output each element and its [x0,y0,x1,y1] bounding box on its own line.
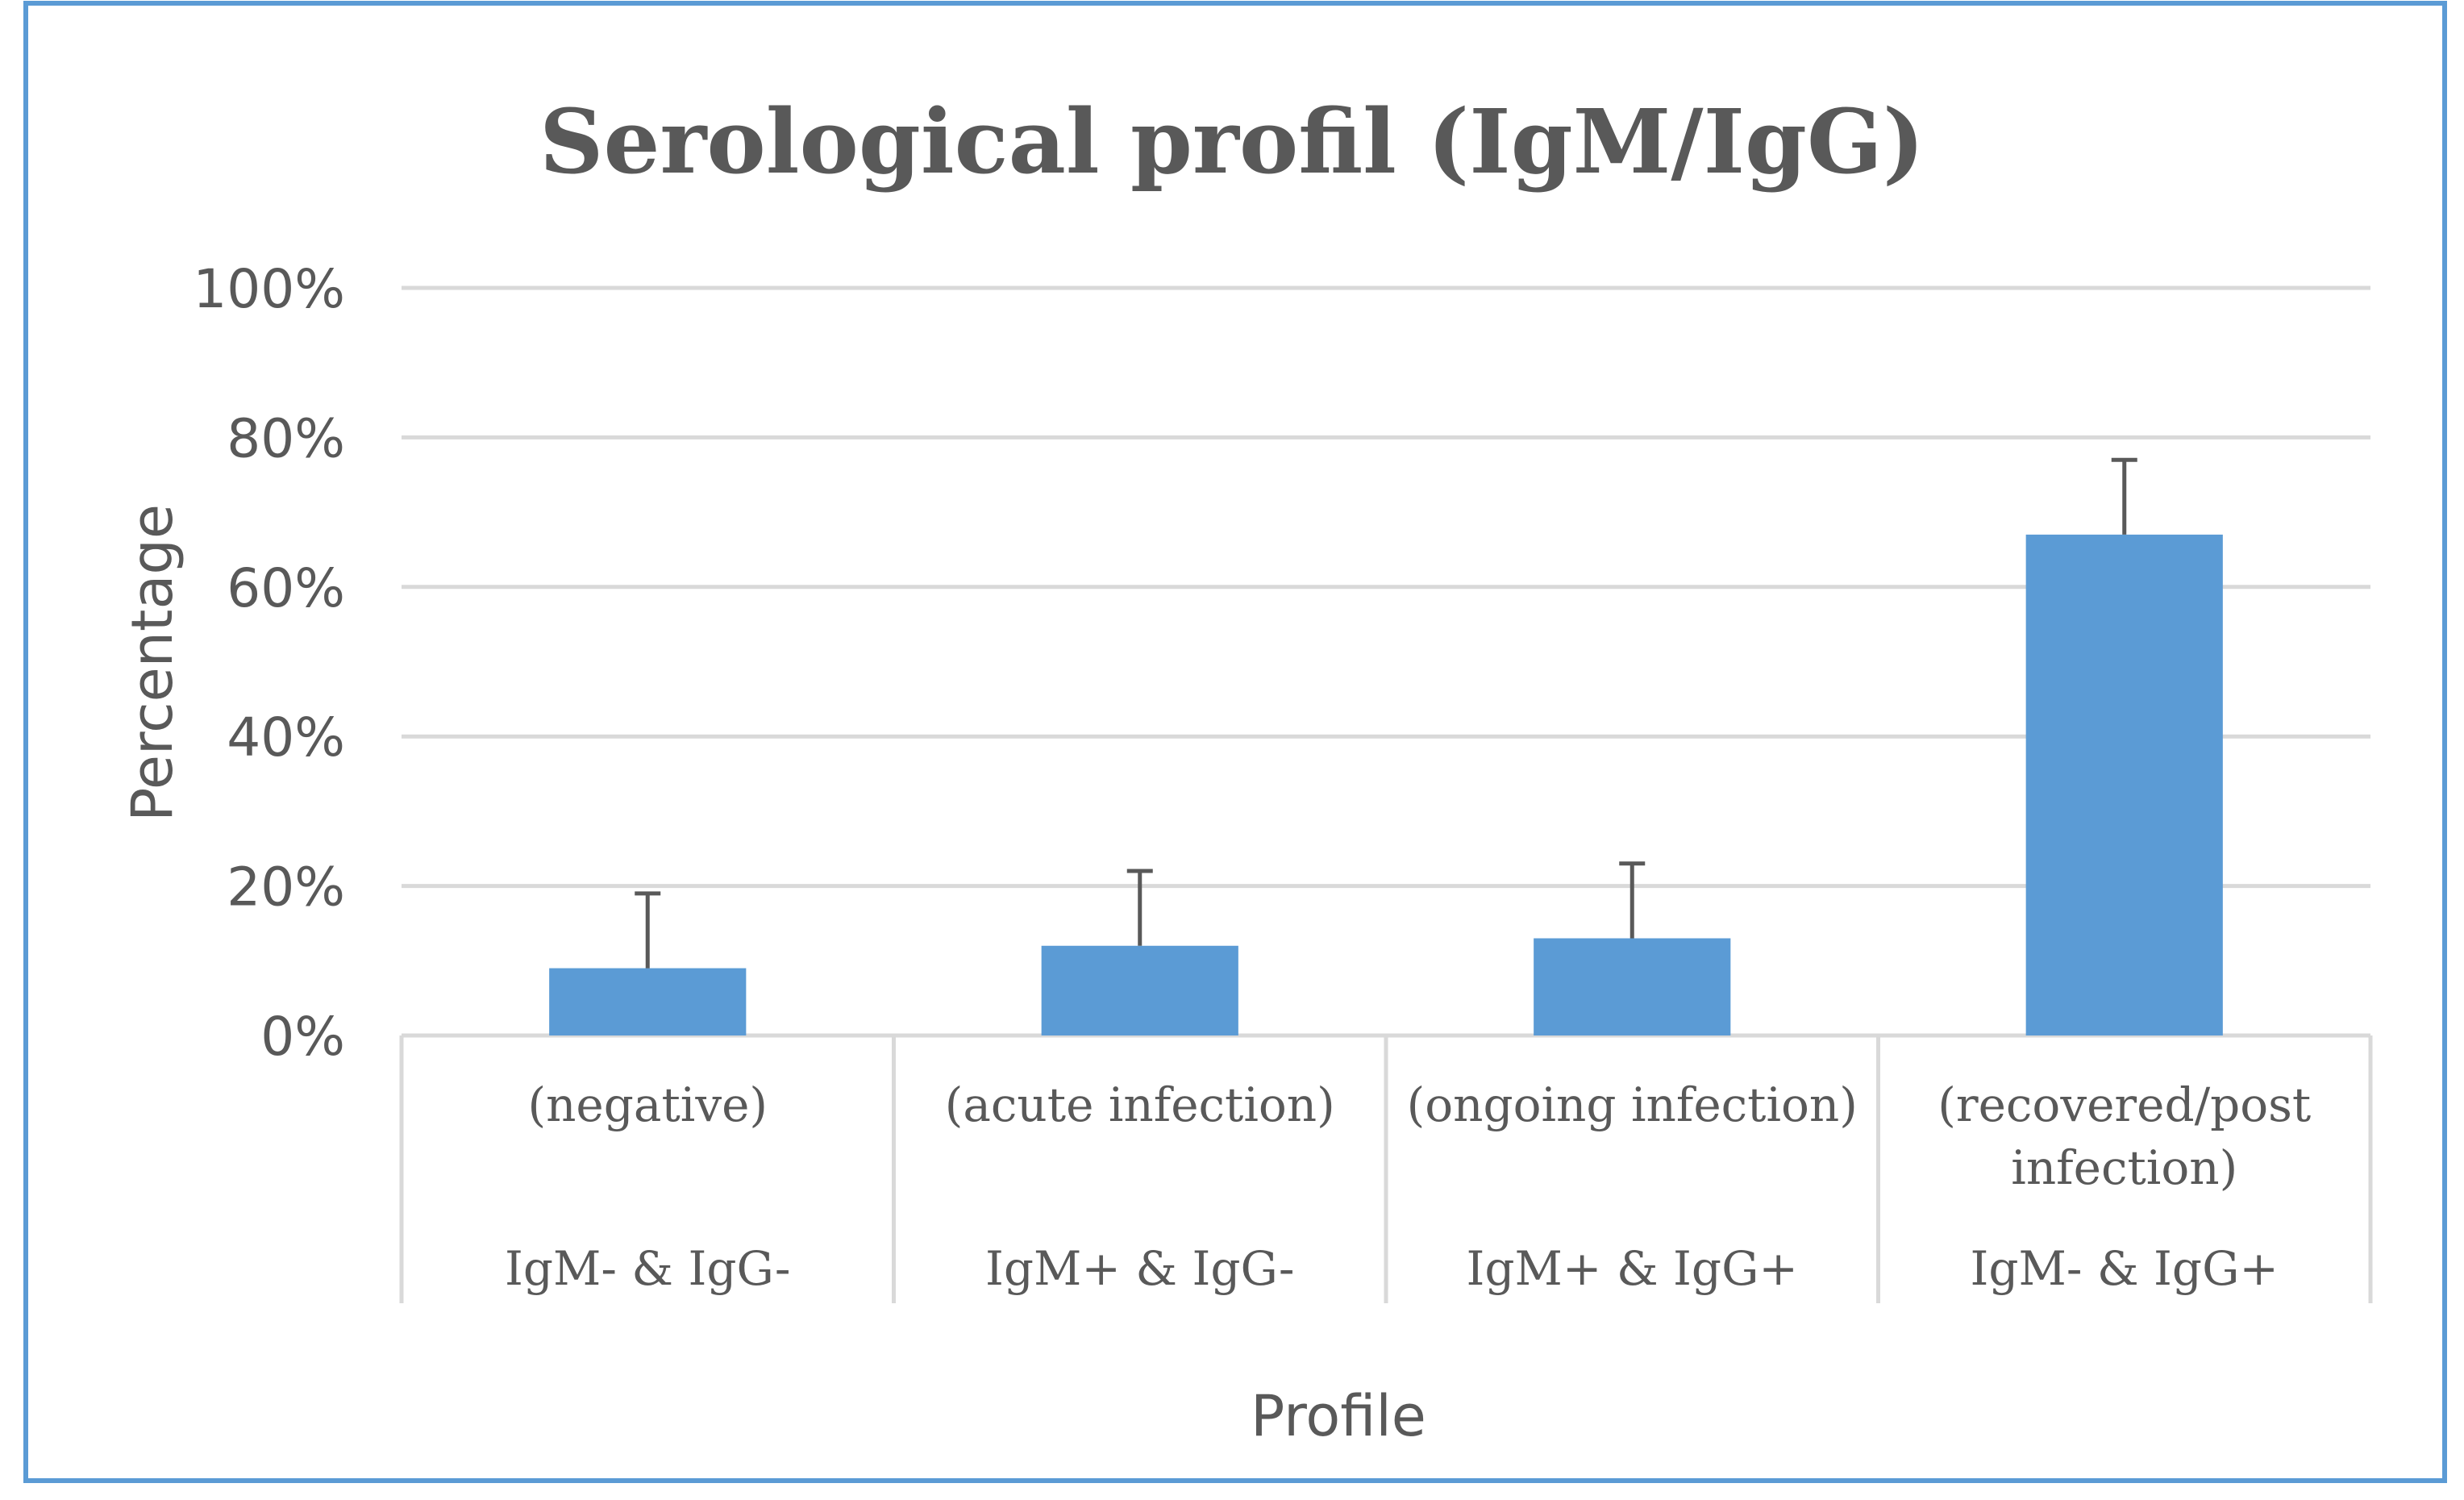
bar [2025,534,2223,1035]
y-tick-labels: 0% 20% 40% 60% 80% 100% [193,258,345,1068]
y-tick-label: 0% [260,1006,345,1068]
y-tick-label: 80% [227,407,345,469]
x-axis-title: Profile [1251,1383,1426,1449]
category-group-label: IgM- & IgG+ [1971,1241,2279,1296]
bar [1534,938,1731,1035]
category-sublabel: (ongoing infection) [1407,1077,1858,1132]
y-tick-label: 60% [227,557,345,619]
bar [1041,945,1238,1035]
y-tick-label: 20% [227,856,345,919]
category-sublabel: infection) [2011,1140,2237,1195]
category-sublabel: (negative) [527,1077,768,1132]
bar [549,968,747,1035]
category-group-label: IgM+ & IgG+ [1467,1241,1799,1296]
category-axis: (negative) IgM- & IgG- (acute infection) Ig… [399,1035,2373,1303]
chart-title: Serological profil (IgM/IgG) [539,90,1925,194]
y-tick-label: 40% [227,706,345,769]
category-sublabel: (acute infection) [945,1077,1335,1132]
error-bars-layer [635,457,2137,969]
category-group-label: IgM+ & IgG- [985,1241,1295,1296]
category-sublabel: (recovered/post [1937,1077,2311,1132]
category-group-label: IgM- & IgG- [505,1241,791,1296]
y-axis-title: Percentage [119,504,185,822]
bars-layer [549,534,2223,1035]
y-tick-label: 100% [193,258,345,320]
